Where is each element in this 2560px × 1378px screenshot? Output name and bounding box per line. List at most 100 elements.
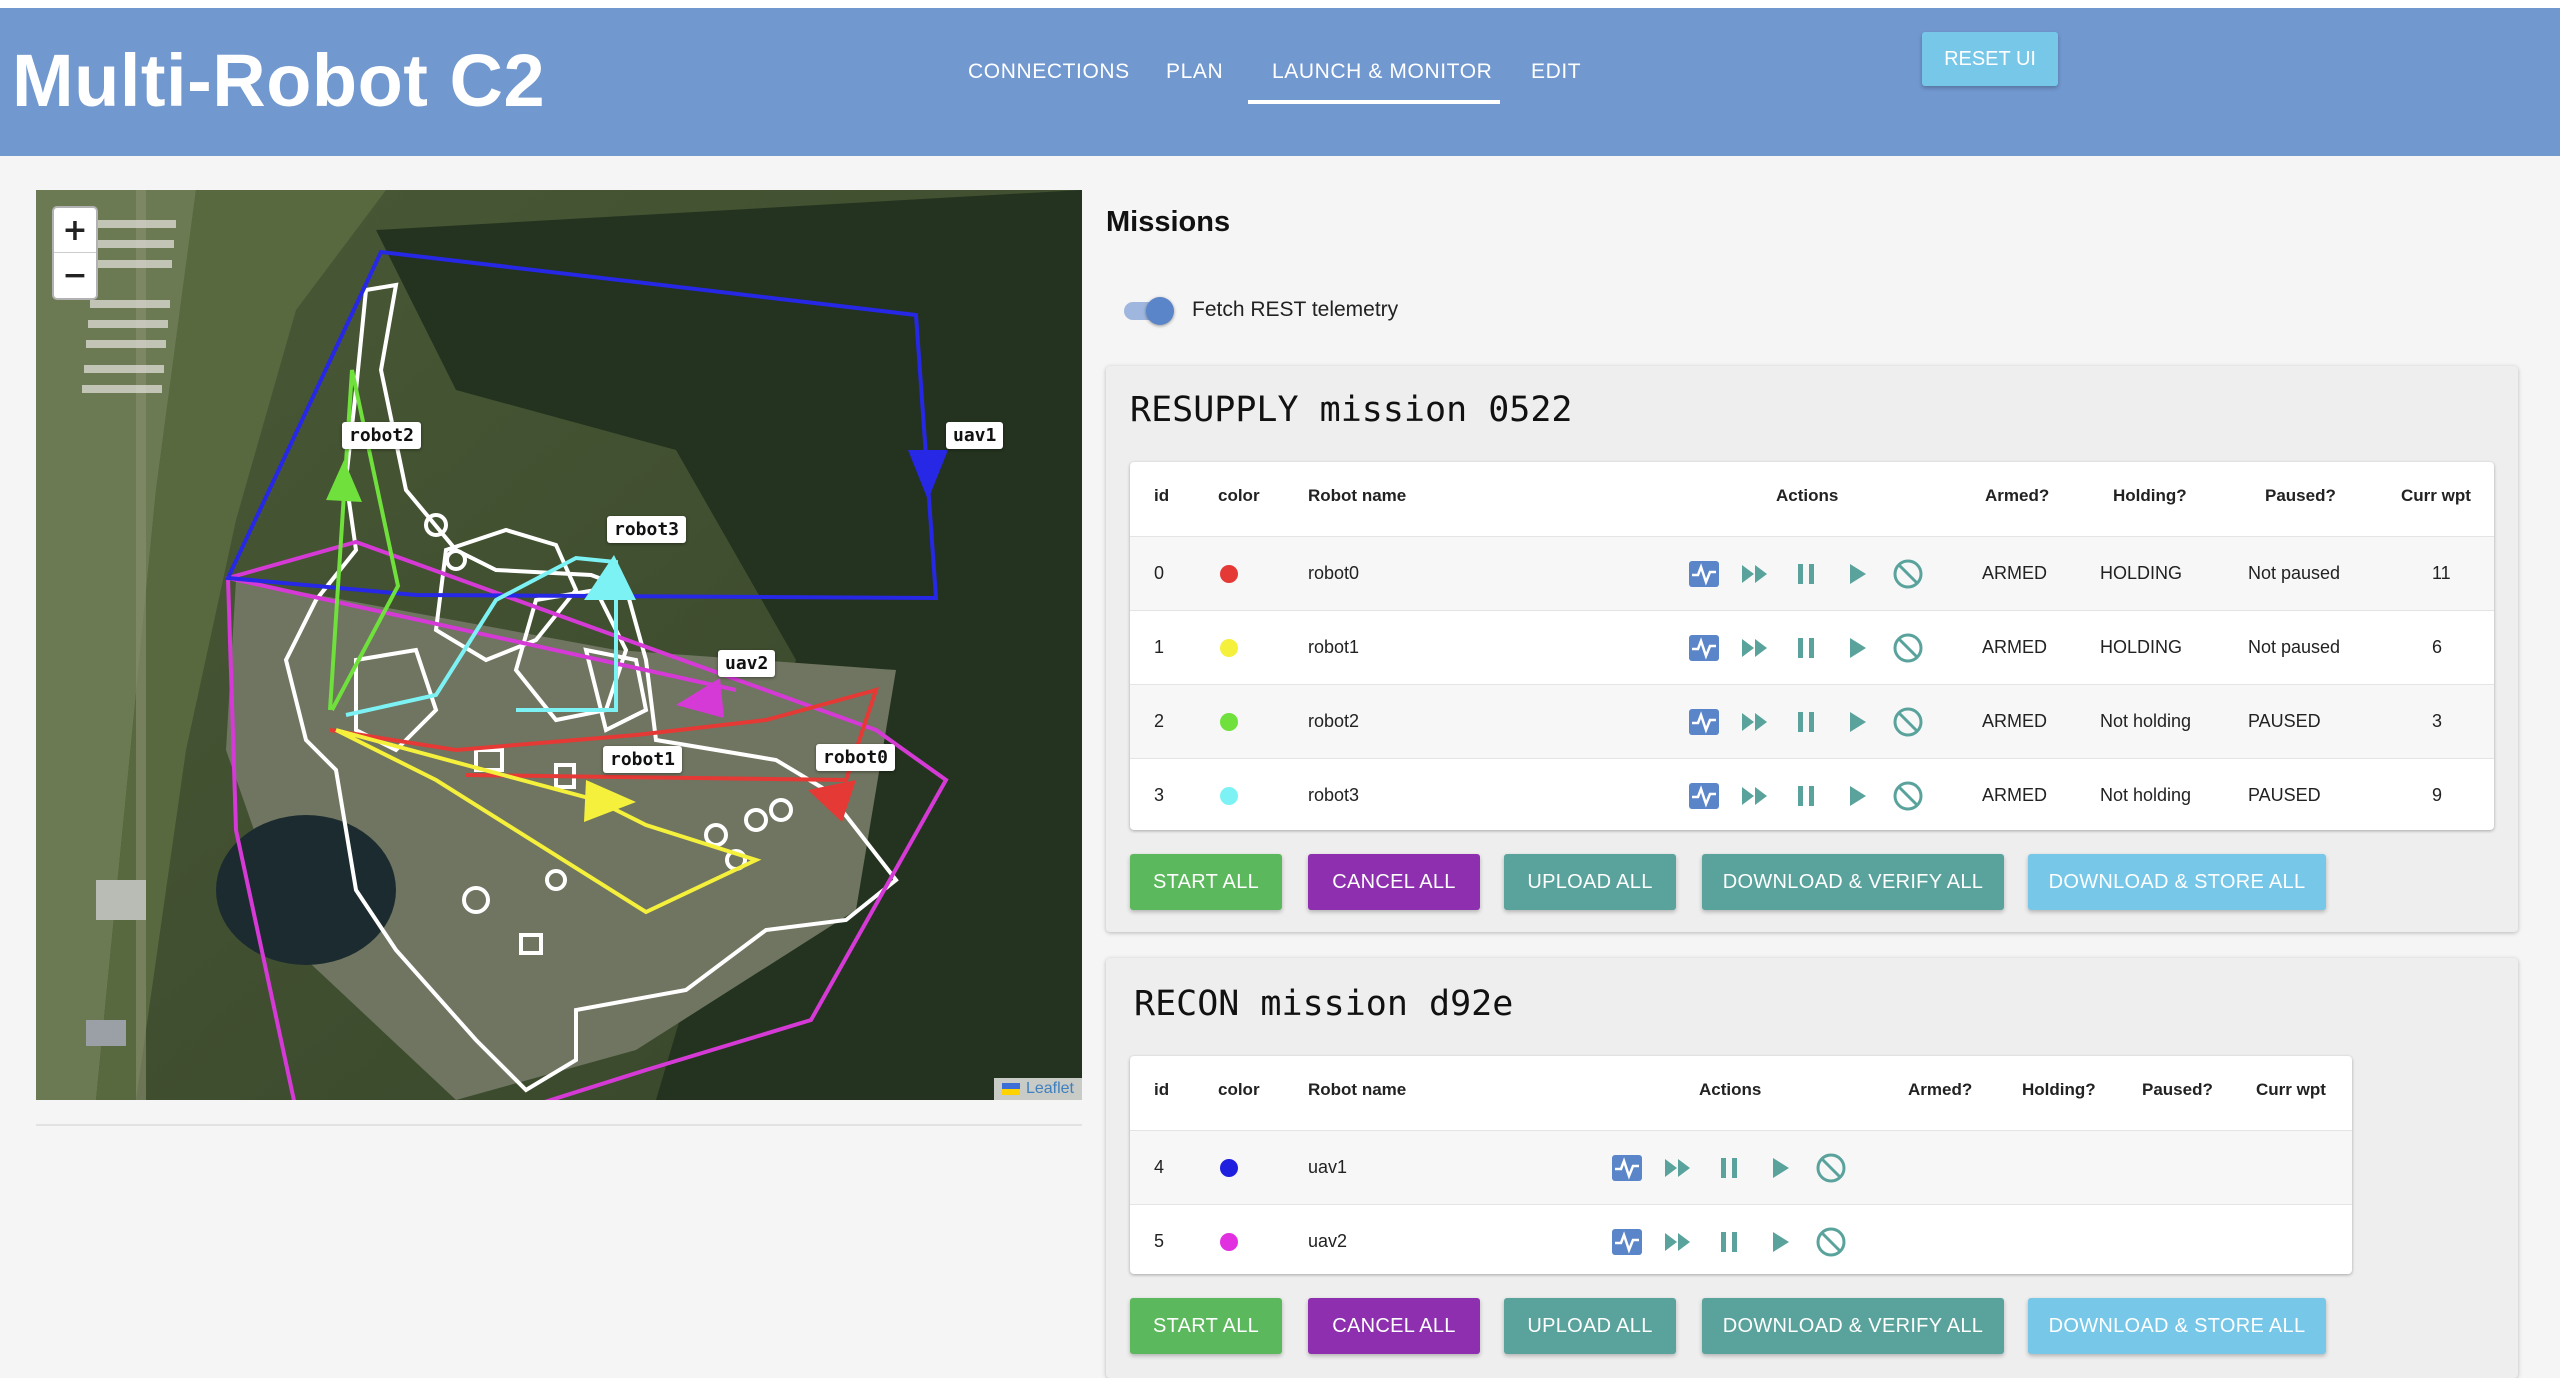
app-title: Multi-Robot C2 [12,39,546,122]
obstacle-outline-3 [354,647,439,753]
attribution-link[interactable]: Leaflet [1025,1080,1074,1097]
paused-status: PAUSED [2248,711,2321,731]
pause-icon[interactable] [1788,778,1824,814]
resupply-start-all-button[interactable]: START ALL [1130,854,1282,910]
fast-forward-icon[interactable] [1737,556,1773,592]
cancel-icon[interactable] [1813,1224,1849,1260]
fast-forward-icon[interactable] [1660,1150,1696,1186]
robot1-arrow [584,780,636,822]
map-label-robot2: robot2 [342,422,422,449]
fast-forward-icon[interactable] [1737,630,1773,666]
tab-connections[interactable]: CONNECTIONS [968,60,1130,83]
armed-status: ARMED [1982,637,2048,657]
resupply-download-store-button[interactable]: DOWNLOAD & STORE ALL [2028,854,2326,910]
robot0-arrow [808,780,856,822]
recon-mission-panel: RECON mission d92e id color Robot name A… [1106,958,2518,1378]
col-id: id [1154,486,1170,505]
building-2 [86,1020,126,1046]
paused-status: PAUSED [2248,785,2321,805]
recon-download-verify-button[interactable]: DOWNLOAD & VERIFY ALL [1702,1298,2004,1354]
armed-status: ARMED [1982,563,2048,583]
pause-icon[interactable] [1788,556,1824,592]
app-bar: Multi-Robot C2 CONNECTIONS PLAN LAUNCH &… [0,8,2560,156]
tab-edit[interactable]: EDIT [1531,60,1582,83]
reset-ui-button[interactable]: RESET UI [1922,32,2058,86]
robot-name: robot3 [1308,785,1360,805]
robot3-path [345,555,618,717]
table-row: 4 uav1 [1130,1130,2352,1204]
zoom-out-button[interactable]: − [62,258,88,293]
pause-icon[interactable] [1711,1224,1747,1260]
map-canvas[interactable] [36,190,1082,1100]
fast-forward-icon[interactable] [1737,778,1773,814]
robot-color-dot [1220,787,1238,805]
resupply-cancel-all-button[interactable]: CANCEL ALL [1308,854,1480,910]
play-icon[interactable] [1839,704,1875,740]
fast-forward-icon[interactable] [1660,1224,1696,1260]
cancel-icon[interactable] [1813,1150,1849,1186]
map-label-uav2: uav2 [718,650,776,677]
robot-color-dot [1220,565,1238,583]
window-top-strip [0,0,2560,8]
robot2-path [328,369,401,711]
holding-status: Not holding [2100,711,2192,731]
pause-icon[interactable] [1788,630,1824,666]
tab-launch-monitor[interactable]: LAUNCH & MONITOR [1272,60,1493,83]
resupply-download-verify-button[interactable]: DOWNLOAD & VERIFY ALL [1702,854,2004,910]
telemetry-toggle[interactable] [1124,297,1174,325]
robot-color-dot [1220,639,1238,657]
map-label-robot3: robot3 [607,516,687,543]
cancel-icon[interactable] [1890,630,1926,666]
resupply-upload-all-button[interactable]: UPLOAD ALL [1504,854,1676,910]
recon-download-store-button[interactable]: DOWNLOAD & STORE ALL [2028,1298,2326,1354]
clearing-area [226,580,896,1100]
fast-forward-icon[interactable] [1737,704,1773,740]
robot-color-dot [1220,1159,1238,1177]
play-icon[interactable] [1762,1224,1798,1260]
col-paused: Paused? [2142,1080,2213,1099]
col-color: color [1218,486,1260,505]
uav2-leg [227,576,737,692]
table-row: 0 robot0 ARMED HOLDING Not paused 11 [1130,536,2494,610]
col-curr-wpt: Curr wpt [2256,1080,2326,1099]
robot-id: 5 [1154,1231,1165,1251]
recon-cancel-all-button[interactable]: CANCEL ALL [1308,1298,1480,1354]
cancel-icon[interactable] [1890,778,1926,814]
current-waypoint: 6 [2432,637,2443,657]
cancel-icon[interactable] [1890,704,1926,740]
cancel-icon[interactable] [1890,556,1926,592]
telemetry-icon[interactable] [1686,778,1722,814]
robot-color-dot [1220,1233,1238,1251]
robot-color-dot [1220,713,1238,731]
telemetry-icon[interactable] [1686,556,1722,592]
holding-status: HOLDING [2100,637,2183,657]
table-row: 3 robot3 ARMED Not holding PAUSED 9 [1130,758,2494,832]
tab-plan[interactable]: PLAN [1166,60,1224,83]
col-actions: Actions [1699,1080,1762,1099]
play-icon[interactable] [1839,778,1875,814]
small-obstacles [424,513,793,955]
zoom-in-button[interactable]: + [54,208,96,253]
armed-status: ARMED [1982,785,2048,805]
robot-name: robot1 [1308,637,1360,657]
toggle-knob [1146,297,1174,325]
play-icon[interactable] [1762,1150,1798,1186]
recon-start-all-button[interactable]: START ALL [1130,1298,1282,1354]
telemetry-icon[interactable] [1686,630,1722,666]
recon-mission-title: RECON mission d92e [1134,984,1514,1024]
pause-icon[interactable] [1711,1150,1747,1186]
telemetry-icon[interactable] [1686,704,1722,740]
map-attribution[interactable]: Leaflet [993,1078,1082,1100]
telemetry-icon[interactable] [1609,1150,1645,1186]
robot-name: robot2 [1308,711,1360,731]
col-robot-name: Robot name [1308,1080,1407,1099]
mission-map[interactable]: robot2 robot3 uav1 uav2 robot1 robot0 + … [36,190,1082,1100]
map-label-robot1: robot1 [603,746,683,773]
pause-icon[interactable] [1788,704,1824,740]
play-icon[interactable] [1839,556,1875,592]
current-waypoint: 3 [2432,711,2443,731]
ukraine-flag-icon [1001,1083,1020,1095]
telemetry-icon[interactable] [1609,1224,1645,1260]
recon-upload-all-button[interactable]: UPLOAD ALL [1504,1298,1676,1354]
play-icon[interactable] [1839,630,1875,666]
